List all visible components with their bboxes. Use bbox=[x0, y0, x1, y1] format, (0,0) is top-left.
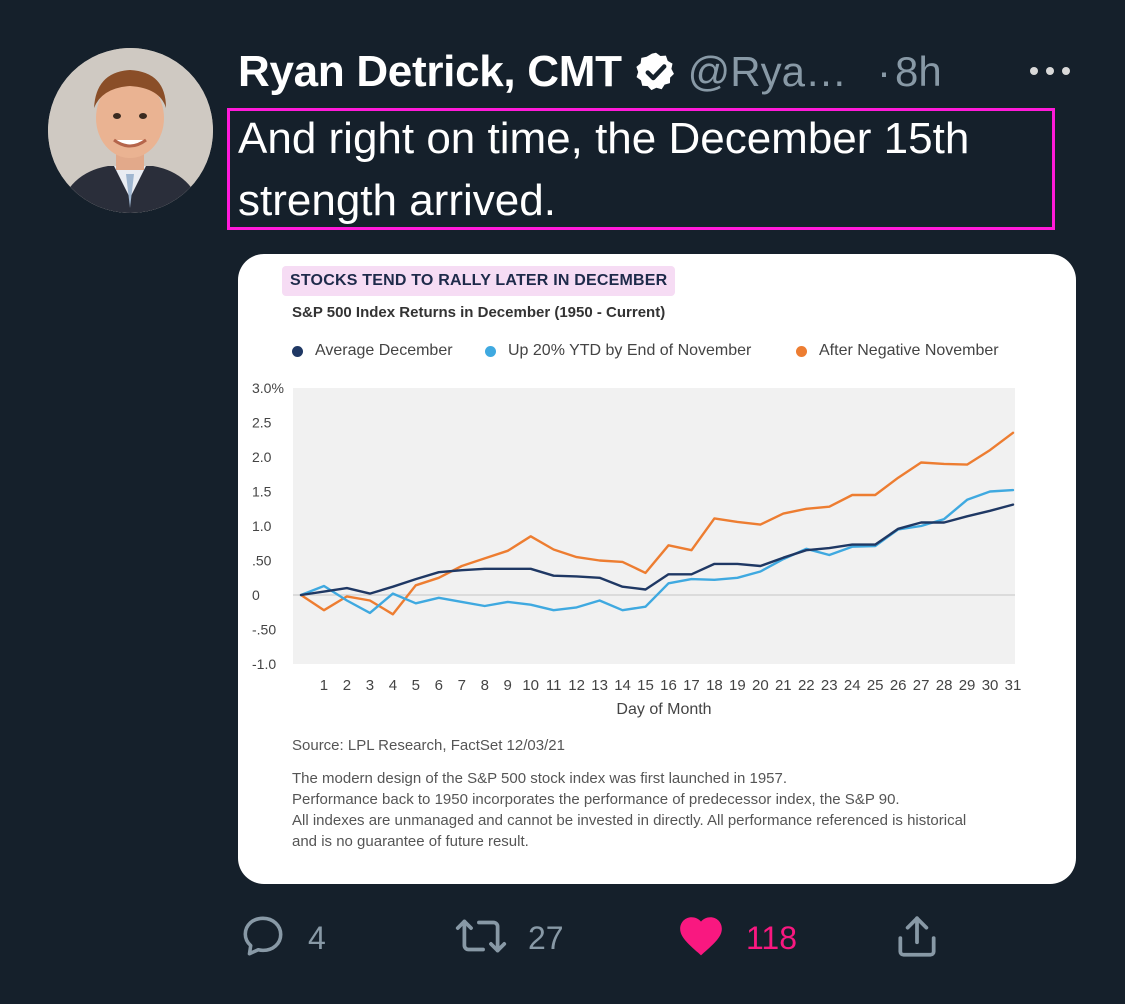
x-tick-label: 18 bbox=[706, 677, 723, 694]
retweet-count: 27 bbox=[528, 919, 564, 956]
x-tick-label: 21 bbox=[775, 677, 792, 694]
heart-icon[interactable] bbox=[676, 911, 726, 966]
legend-item: Up 20% YTD by End of November bbox=[485, 342, 751, 360]
x-tick-label: 30 bbox=[982, 677, 999, 694]
x-axis-label: Day of Month bbox=[616, 701, 711, 718]
x-tick-label: 20 bbox=[752, 677, 769, 694]
x-tick-label: 31 bbox=[1005, 677, 1022, 694]
more-icon[interactable] bbox=[1025, 56, 1075, 86]
x-tick-label: 27 bbox=[913, 677, 930, 694]
y-tick-label: 2.0 bbox=[252, 449, 272, 465]
legend-item: Average December bbox=[292, 342, 453, 360]
x-tick-label: 25 bbox=[867, 677, 884, 694]
x-tick-label: 3 bbox=[366, 677, 374, 694]
x-tick-label: 14 bbox=[614, 677, 631, 694]
y-tick-label: 0 bbox=[252, 587, 260, 603]
x-tick-label: 16 bbox=[660, 677, 677, 694]
y-tick-label: -.50 bbox=[252, 622, 276, 638]
share-button[interactable] bbox=[892, 912, 942, 964]
retweet-icon[interactable] bbox=[454, 911, 508, 966]
text-highlight-box bbox=[227, 108, 1055, 230]
verified-badge-icon bbox=[634, 50, 678, 94]
x-tick-label: 19 bbox=[729, 677, 746, 694]
author-handle[interactable]: @Rya… bbox=[687, 48, 847, 95]
x-tick-label: 11 bbox=[546, 677, 562, 694]
legend-marker bbox=[292, 345, 303, 357]
line-chart: 3.0%2.52.01.51.0.500-.50-1.01 2 3 4 5 6 7 8 9 10 1… bbox=[252, 380, 1022, 718]
note-line: and is no guarantee of future result. bbox=[292, 833, 529, 850]
y-tick-label: 1.5 bbox=[252, 484, 272, 500]
x-tick-label: 7 bbox=[458, 677, 466, 694]
note-line: The modern design of the S&P 500 stock i… bbox=[292, 770, 788, 787]
series-line bbox=[299, 503, 1015, 597]
tweet-actions: 4 27 118 bbox=[238, 912, 1078, 972]
chart-title: STOCKS TEND TO RALLY LATER IN DECEMBER bbox=[282, 266, 676, 296]
separator: · bbox=[877, 48, 891, 95]
chart-legend: Average December Up 20% YTD by End of Nov… bbox=[292, 342, 1052, 366]
x-tick-label: 9 bbox=[504, 677, 512, 694]
x-tick-label: 2 bbox=[343, 677, 351, 694]
avatar[interactable] bbox=[48, 48, 213, 213]
chart-subtitle: S&P 500 Index Returns in December (1950 … bbox=[292, 304, 666, 321]
share-icon[interactable] bbox=[892, 911, 942, 966]
author-name[interactable]: Ryan Detrick, CMT bbox=[238, 47, 622, 96]
x-tick-label: 10 bbox=[522, 677, 539, 694]
x-tick-label: 23 bbox=[821, 677, 838, 694]
chart-notes: The modern design of the S&P 500 stock i… bbox=[292, 768, 1052, 852]
media-card[interactable]: STOCKS TEND TO RALLY LATER IN DECEMBER S… bbox=[238, 254, 1076, 884]
legend-label: After Negative November bbox=[819, 342, 999, 359]
x-tick-label: 24 bbox=[844, 677, 861, 694]
x-tick-label: 15 bbox=[637, 677, 654, 694]
legend-label: Up 20% YTD by End of November bbox=[508, 342, 752, 359]
x-tick-label: 12 bbox=[568, 677, 585, 694]
reply-icon[interactable] bbox=[238, 911, 288, 966]
x-tick-label: 1 bbox=[320, 677, 328, 694]
series-line bbox=[299, 431, 1015, 616]
legend-marker bbox=[485, 345, 496, 357]
x-tick-label: 29 bbox=[959, 677, 976, 694]
like-count: 118 bbox=[746, 919, 798, 956]
note-line: All indexes are unmanaged and cannot be … bbox=[292, 812, 967, 829]
note-line: Performance back to 1950 incorporates th… bbox=[292, 791, 900, 808]
x-tick-label: 5 bbox=[412, 677, 420, 694]
legend-label: Average December bbox=[315, 342, 453, 359]
x-tick-label: 4 bbox=[389, 677, 397, 694]
x-tick-label: 26 bbox=[890, 677, 907, 694]
y-tick-label: 1.0 bbox=[252, 518, 272, 534]
tweet-header: Ryan Detrick, CMT @Rya… · 8h bbox=[238, 42, 942, 102]
chart-source: Source: LPL Research, FactSet 12/03/21 bbox=[292, 737, 565, 754]
reply-count: 4 bbox=[308, 919, 326, 956]
tweet-time[interactable]: 8h bbox=[895, 48, 942, 95]
x-tick-label: 17 bbox=[683, 677, 700, 694]
y-tick-label: 3.0% bbox=[252, 380, 284, 396]
y-tick-label: 2.5 bbox=[252, 415, 272, 431]
legend-item: After Negative November bbox=[796, 342, 999, 360]
reply-button[interactable]: 4 bbox=[238, 912, 326, 964]
tweet-text-line: strength arrived. bbox=[238, 176, 556, 225]
x-tick-label: 22 bbox=[798, 677, 815, 694]
legend-marker bbox=[796, 345, 807, 357]
tweet-text: And right on time, the December 15th str… bbox=[238, 108, 1058, 232]
x-tick-label: 8 bbox=[481, 677, 489, 694]
x-tick-label: 13 bbox=[591, 677, 608, 694]
plot-area bbox=[293, 388, 1015, 664]
x-tick-label: 28 bbox=[936, 677, 953, 694]
tweet-text-line: And right on time, the December 15th bbox=[238, 114, 970, 163]
like-button[interactable]: 118 bbox=[676, 912, 797, 964]
y-tick-label: .50 bbox=[252, 553, 272, 569]
retweet-button[interactable]: 27 bbox=[454, 912, 564, 964]
y-tick-label: -1.0 bbox=[252, 656, 276, 672]
x-tick-label: 6 bbox=[435, 677, 443, 694]
